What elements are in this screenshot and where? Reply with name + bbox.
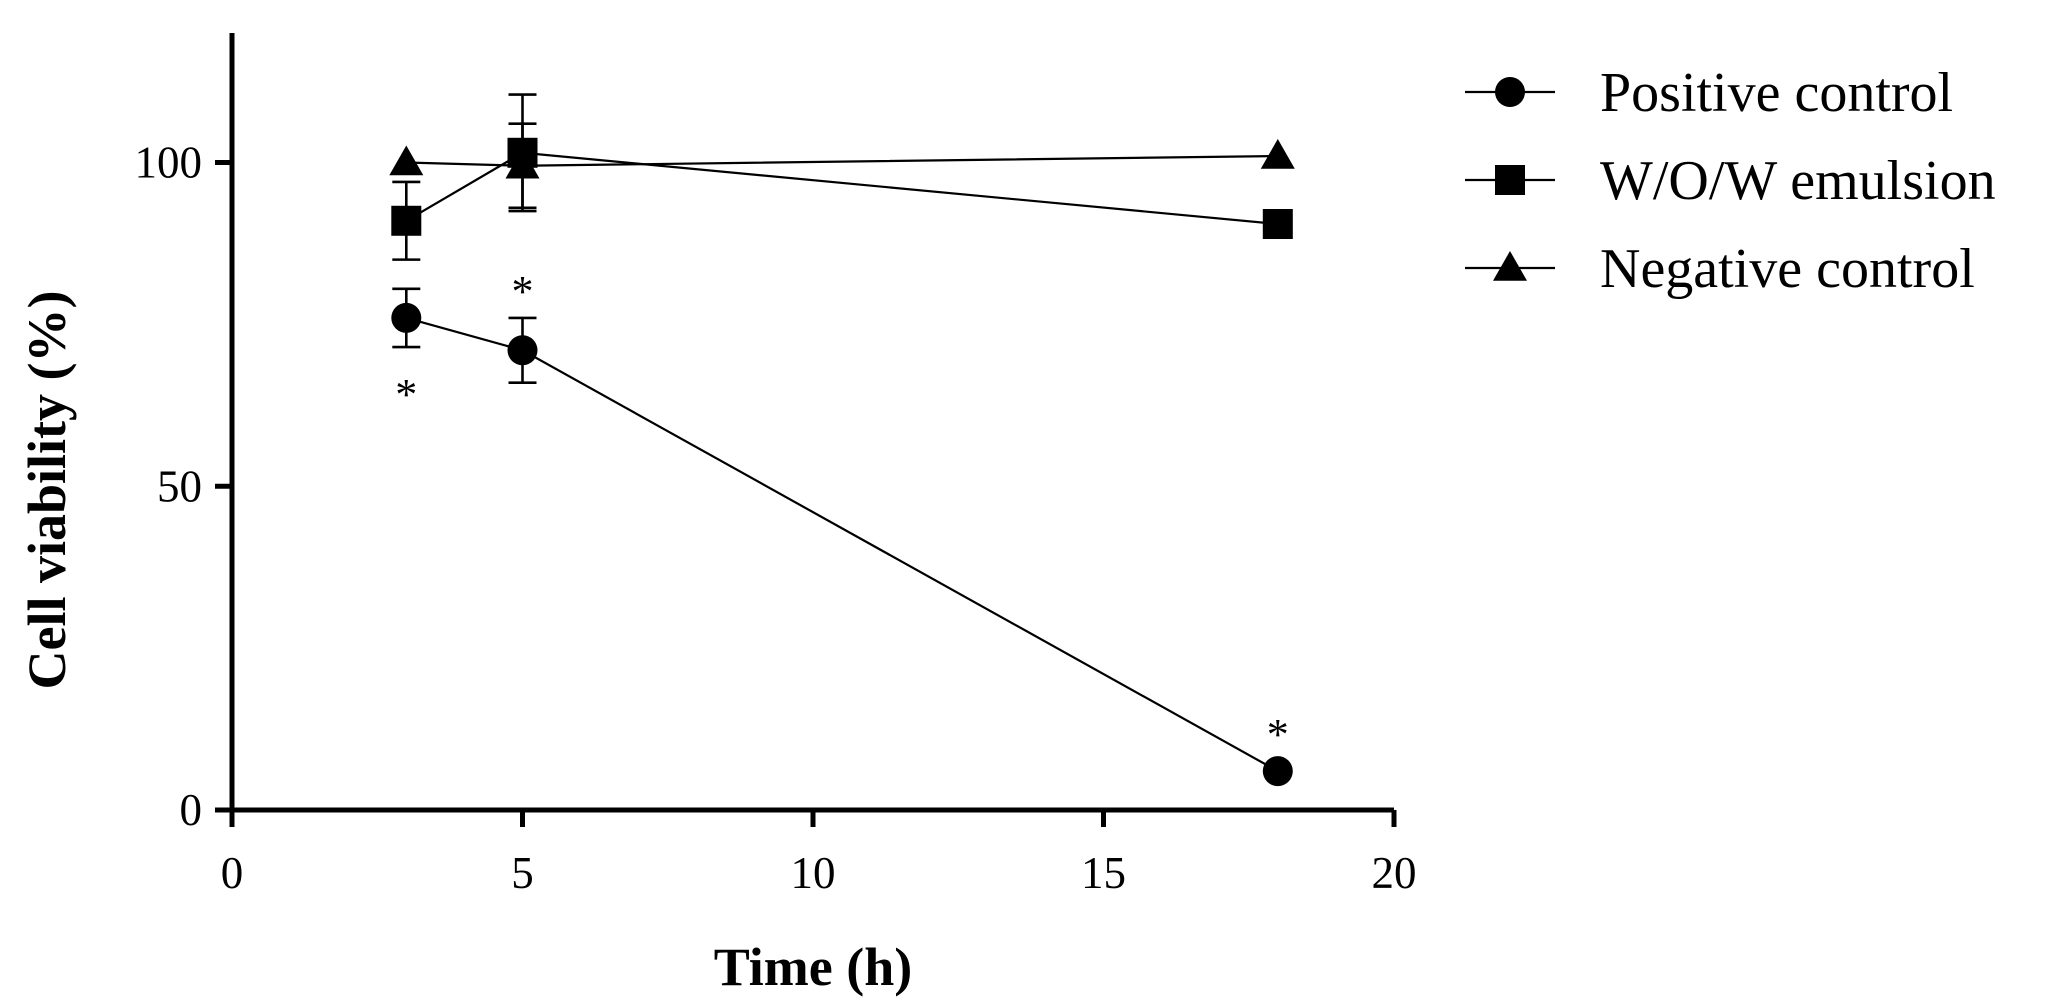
significance-star: * [1267,710,1289,759]
legend-label: Positive control [1600,62,1953,124]
x-tick-label: 10 [791,848,836,898]
legend-label: Negative control [1600,238,1975,300]
significance-star: * [395,370,417,419]
x-tick-label: 0 [221,848,244,898]
legend-item: Negative control [1465,238,1975,300]
legend-marker [1495,77,1525,107]
data-point [391,205,422,236]
data-point [1262,756,1293,787]
y-axis-title: Cell viability (%) [17,291,77,690]
data-point [1262,209,1293,240]
legend: Positive control W/O/W emulsion Negative c… [1465,62,1996,300]
legend-marker [1493,251,1527,281]
data-point [1260,139,1295,169]
legend-label: W/O/W emulsion [1600,150,1996,212]
x-tick-label: 5 [511,848,534,898]
x-tick-label: 20 [1372,848,1417,898]
y-tick-label: 100 [135,138,203,188]
data-point [505,148,540,179]
plot-area: 0 5 10 15 20 0 50 100 Time (h) Cell viability (%)… [17,33,1417,997]
y-tick-label: 0 [180,785,203,835]
legend-item: Positive control [1465,62,1953,124]
significance-star: * [512,267,534,316]
y-tick-label: 50 [157,461,202,511]
series-circle [391,287,1293,787]
data-point [507,335,538,366]
data-point [391,302,422,333]
x-axis-title: Time (h) [714,937,913,997]
x-tick-label: 15 [1081,848,1126,898]
data-point [389,145,424,176]
series-triangle [389,122,1295,210]
legend-item: W/O/W emulsion [1465,150,1996,212]
series-line [406,316,1279,773]
legend-marker [1495,165,1525,195]
